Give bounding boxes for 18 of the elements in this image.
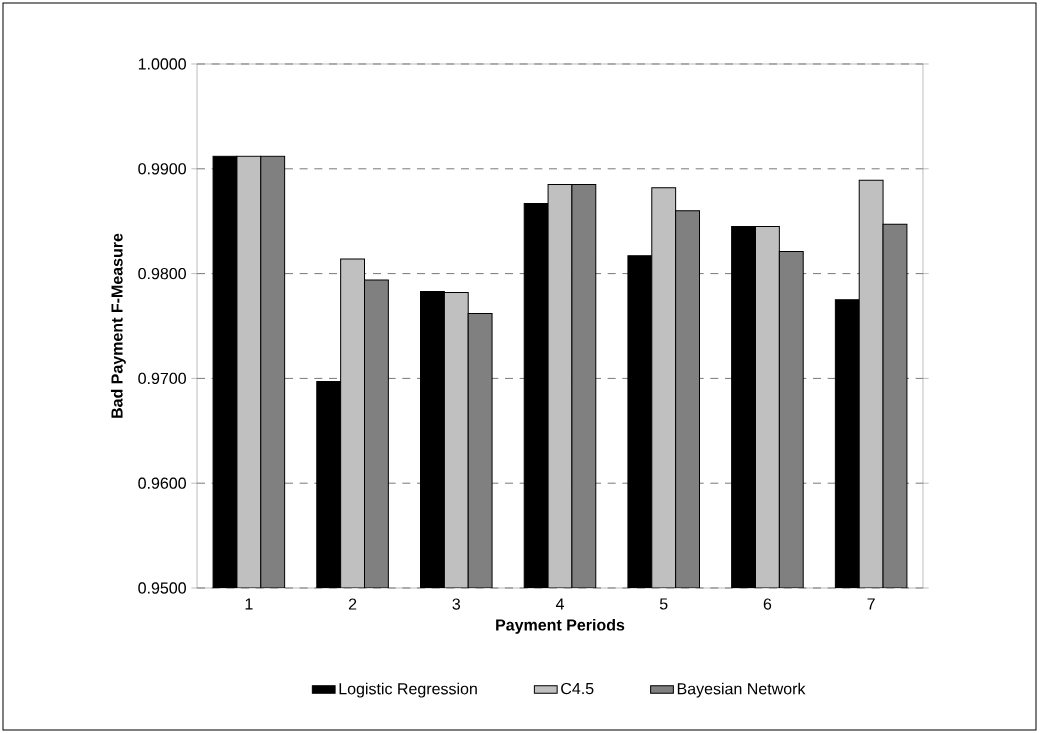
x-tick-label: 4 [555, 598, 564, 610]
y-axis-title: Bad Payment F-Measure [110, 233, 126, 418]
y-tick-label: 0.9500 [138, 582, 186, 594]
x-tick-label: 6 [763, 598, 772, 610]
x-tick-label: 2 [348, 598, 357, 610]
y-tick-label: 0.9700 [138, 372, 186, 385]
x-tick-label: 3 [452, 598, 461, 610]
x-axis-title: Payment Periods [496, 618, 625, 634]
y-tick-label: 0.9600 [138, 477, 186, 489]
y-tick-label: 0.9800 [138, 267, 186, 280]
legend-label: Logistic Regression [339, 682, 477, 698]
y-tick-label: 0.9900 [138, 163, 186, 175]
x-tick-label: 7 [867, 598, 875, 610]
x-tick-label: 5 [659, 598, 668, 610]
legend-label: Bayesian Network [677, 682, 806, 698]
legend-label: C4.5 [561, 682, 594, 695]
x-tick-label: 1 [245, 598, 253, 610]
y-tick-label: 1.0000 [138, 58, 186, 70]
